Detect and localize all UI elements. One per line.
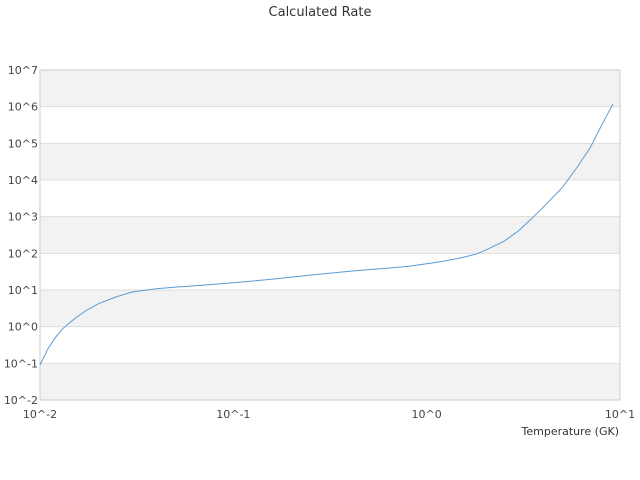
y-tick-label: 10^1	[8, 284, 38, 297]
chart-title: Calculated Rate	[269, 5, 372, 20]
y-tick-label: 10^4	[8, 174, 38, 187]
plot-area-frame	[39, 69, 621, 401]
y-tick-label: 10^6	[8, 101, 38, 114]
grid-band	[40, 290, 620, 327]
grid-band	[40, 216, 620, 254]
grid-band	[40, 143, 620, 180]
series-lines	[39, 103, 614, 366]
x-tick-label: 10^-2	[23, 408, 57, 421]
series-line	[39, 103, 614, 366]
y-axis-ticks: 10^-2 10^-1 10^0 10^1 10^2 10^3 10^4 10^5 10^6 10…	[4, 64, 38, 407]
y-tick-label: 10^-1	[4, 357, 38, 370]
x-axis-label: Temperature (GK)	[521, 425, 620, 438]
y-tick-label: 10^0	[8, 321, 38, 334]
y-tick-label: 10^2	[8, 247, 38, 260]
y-tick-label: 10^-2	[4, 394, 38, 407]
grid-bands	[40, 70, 620, 400]
y-tick-label: 10^5	[8, 137, 38, 150]
y-tick-label: 10^3	[8, 211, 38, 224]
x-tick-label: 10^-1	[216, 408, 250, 421]
y-tick-label: 10^7	[8, 64, 38, 77]
x-tick-label: 10^0	[412, 408, 442, 421]
grid-band	[40, 70, 620, 107]
x-axis-ticks: 10^-2 10^-1 10^0 10^1	[23, 408, 635, 421]
x-tick-label: 10^1	[605, 408, 635, 421]
grid-band	[40, 363, 620, 400]
